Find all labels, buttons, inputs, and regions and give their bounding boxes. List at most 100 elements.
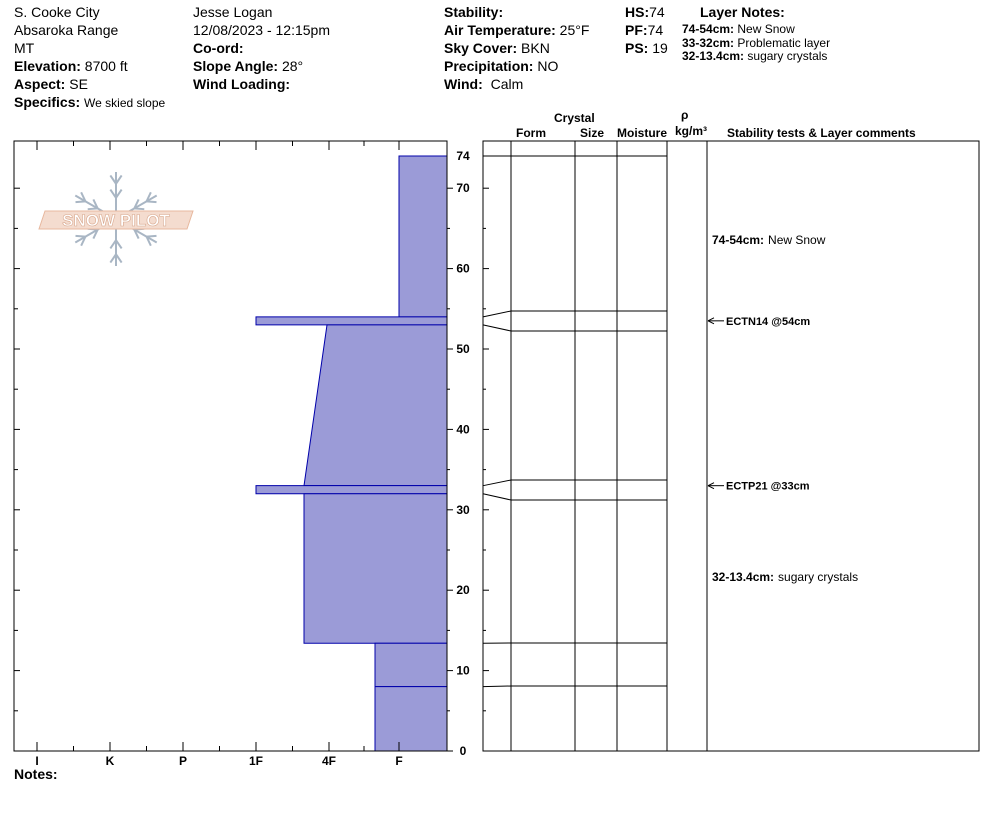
hardness-tick-label: F [395, 754, 402, 768]
specifics: Specifics: We skied slope [14, 93, 165, 112]
comments-header: Stability tests & Layer comments [727, 126, 916, 140]
hs-label: HS: [625, 4, 650, 20]
elevation-label: Elevation: [14, 58, 81, 74]
specifics-value: We skied slope [84, 96, 166, 110]
snowflake-branch [109, 189, 117, 199]
snowflake-branch [80, 191, 87, 202]
layer-connector [482, 310, 512, 318]
snowflake-branch [75, 234, 86, 238]
sky-cover: Sky Cover: BKN [444, 39, 550, 57]
wind-label: Wind: [444, 76, 483, 92]
sky-value: BKN [521, 40, 550, 56]
density-unit-header: kg/m³ [675, 124, 708, 138]
hardness-layer [255, 485, 448, 495]
snowflake-branch [109, 174, 117, 185]
hardness-layer [303, 493, 448, 644]
datetime: 12/08/2023 - 12:15pm [193, 22, 330, 38]
layer-note-text: Problematic layer [737, 36, 831, 50]
state: MT [14, 40, 35, 56]
observer: Jesse Logan [193, 4, 273, 20]
hardness-layer [255, 316, 448, 326]
layer-comment: 32-13.4cm: sugary crystals [712, 570, 858, 584]
depth-tick-label: 20 [456, 583, 470, 597]
layer-note: 74-54cm: New Snow [682, 22, 795, 36]
aspect-label: Aspect: [14, 76, 66, 92]
snowflake-branch [80, 236, 87, 247]
snowflake-branch [115, 253, 123, 264]
layer-connector [482, 493, 512, 501]
logo-text: SNOW PILOT [62, 211, 170, 230]
size-header: Size [580, 126, 605, 140]
ps-value: 19 [652, 40, 668, 56]
depth-tick-label: 0 [460, 744, 467, 758]
hs-value: 74 [649, 4, 665, 20]
layer-notes-title: Layer Notes: [700, 4, 785, 20]
snowflake-branch [134, 207, 145, 211]
depth-axis: 0 10 20 30 40 50 60 70 74 [14, 149, 489, 758]
layer-comment-text: sugary crystals [778, 570, 858, 584]
notes-label: Notes: [14, 766, 58, 782]
depth-tick-label: 10 [456, 664, 470, 678]
snowflake-branch [146, 200, 157, 204]
snowflake-branch [115, 239, 123, 249]
layer-note-range: 32-13.4cm: [682, 49, 745, 63]
comments-frame [706, 140, 980, 752]
air-temp-label: Air Temperature: [444, 22, 556, 38]
comments-column: 74-54cm: New Snow 32-13.4cm: sugary crystal… [706, 140, 980, 752]
crystal-columns [482, 140, 708, 752]
air-temperature: Air Temperature: 25°F [444, 21, 589, 39]
depth-tick-label: 50 [456, 342, 470, 356]
ps: PS: 19 [625, 39, 668, 57]
layer-note: 32-13.4cm: sugary crystals [682, 49, 827, 63]
sky-label: Sky Cover: [444, 40, 518, 56]
snowflake-branch [109, 239, 117, 249]
layer-note: 33-32cm: Problematic layer [682, 36, 830, 50]
slope-label: Slope Angle: [193, 58, 279, 74]
form-header: Form [516, 126, 546, 140]
snowflake-branch [92, 229, 99, 240]
rho-header: ρ [681, 108, 689, 122]
slope-angle: Slope Angle: 28° [193, 57, 303, 75]
pf-label: PF: [625, 22, 648, 38]
slope-value: 28° [281, 58, 304, 74]
hardness-tick-label: 1F [249, 754, 263, 768]
snowflake-branch [87, 207, 98, 211]
snowflake-branch [75, 200, 86, 204]
hardness-layer [398, 155, 448, 318]
wind-loading-label: Wind Loading: [193, 76, 291, 92]
arrow-head-icon [707, 317, 715, 325]
wind: Wind: Calm [444, 75, 523, 93]
hardness-layer [374, 686, 448, 752]
snowflake-branch [133, 229, 140, 240]
precipitation: Precipitation: NO [444, 57, 558, 75]
hardness-layer [374, 642, 448, 688]
hardness-axis: I K P 1F 4F F [35, 141, 403, 768]
precip-label: Precipitation: [444, 58, 534, 74]
air-temp-value: 25°F [559, 22, 590, 38]
stability-test-label: ECTN14 @54cm [726, 316, 810, 328]
pf: PF:74 [625, 21, 663, 39]
snowflake-branch [115, 189, 123, 199]
layer-note-text: sugary crystals [747, 49, 828, 63]
hs: HS:74 [625, 3, 665, 21]
layer-comment: 74-54cm: New Snow [712, 233, 826, 247]
snowflake-branch [145, 191, 152, 202]
hardness-tick-label: K [106, 754, 115, 768]
pf-value: 74 [647, 22, 664, 38]
logo-banner [38, 210, 194, 230]
stability-label: Stability: [444, 4, 504, 20]
stability-test-label: ECTP21 @33cm [726, 481, 810, 493]
hardness-plot-frame [13, 140, 448, 752]
crystal-frame [482, 140, 708, 752]
aspect-value: SE [69, 76, 88, 92]
layer-connector [482, 479, 512, 487]
depth-tick-label: 70 [456, 181, 470, 195]
arrow-head-icon [707, 482, 715, 490]
layer-note-range: 33-32cm: [682, 36, 735, 50]
snowflake-branch [109, 253, 117, 264]
layer-connector [482, 685, 512, 688]
hardness-tick-label: 4F [322, 754, 336, 768]
depth-tick-label: 74 [456, 149, 470, 163]
ps-label: PS: [625, 40, 649, 56]
depth-tick-label: 60 [456, 262, 470, 276]
